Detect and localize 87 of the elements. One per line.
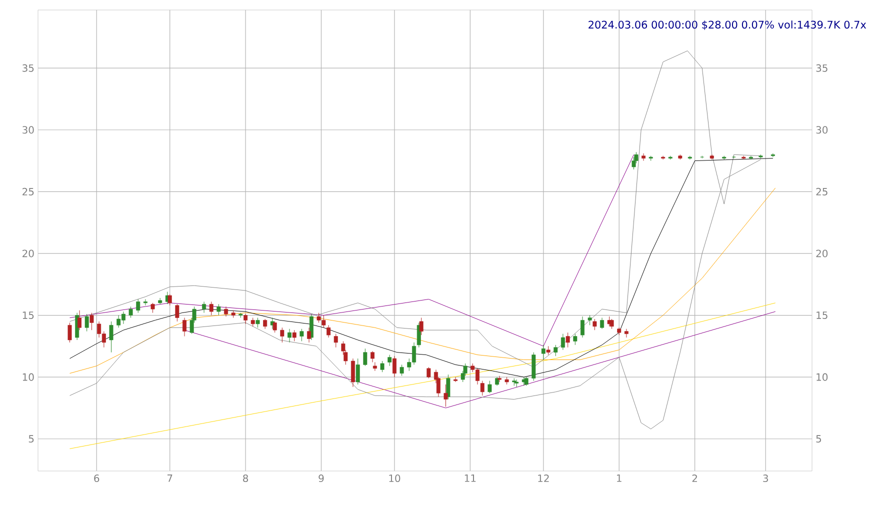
candlestick	[566, 332, 570, 348]
candlestick	[175, 304, 180, 322]
candlestick	[560, 334, 565, 350]
candlestick	[446, 374, 450, 400]
candlestick	[263, 318, 268, 330]
x-tick-label: 9	[318, 474, 324, 482]
y-tick-label: 30	[22, 126, 34, 134]
y2-tick-label: 15	[816, 312, 828, 319]
candlestick	[280, 327, 284, 343]
candlestick	[78, 310, 82, 330]
candlestick	[90, 312, 94, 330]
candlestick	[143, 298, 148, 306]
x-tick-label: 3	[763, 474, 768, 482]
candlestick	[454, 376, 458, 382]
candlestick	[770, 153, 775, 158]
candlestick	[392, 356, 396, 378]
y2-tick-label: 35	[816, 64, 828, 72]
candlestick	[256, 317, 260, 328]
candlestick	[84, 314, 89, 332]
candlestick	[350, 358, 355, 388]
candlestick	[307, 327, 312, 343]
candlestick	[136, 298, 140, 314]
candlestick	[426, 366, 431, 379]
x-tick-label: 12	[538, 474, 549, 482]
x-tick-label: 11	[464, 474, 476, 482]
line-series	[69, 158, 774, 378]
x-tick-label: 6	[94, 474, 100, 482]
candlestick	[244, 314, 248, 324]
candlestick	[400, 364, 404, 376]
line-series	[69, 302, 776, 450]
candlestick	[292, 330, 296, 342]
y-tick-label: 15	[22, 312, 34, 319]
candlestick	[209, 301, 214, 316]
candlestick	[363, 348, 368, 366]
candlestick	[580, 316, 584, 338]
candlestick	[488, 380, 492, 394]
candlestick	[532, 352, 536, 382]
y2-tick-label: 30	[816, 126, 828, 134]
x-tick-label: 2	[692, 474, 697, 482]
candlestick	[356, 358, 360, 385]
candlestick	[588, 315, 592, 326]
candlestick	[600, 317, 604, 330]
line-series	[69, 188, 776, 374]
candlestick	[216, 304, 221, 316]
candlestick	[202, 301, 206, 314]
candlestick	[642, 153, 646, 162]
candlestick	[68, 322, 72, 343]
candlestick	[128, 306, 133, 318]
candlestick	[610, 318, 614, 330]
candlestick	[168, 294, 172, 306]
candlestick	[370, 350, 374, 362]
candlestick	[419, 317, 424, 336]
candlestick	[554, 344, 558, 356]
candlestick	[182, 317, 186, 337]
candlestick	[388, 354, 392, 366]
candlestick	[224, 306, 228, 317]
y2-tick-label: 10	[816, 373, 828, 381]
candlestick	[288, 328, 292, 343]
x-tick-label: 1	[617, 474, 622, 482]
candlestick	[480, 380, 484, 396]
y-tick-label: 10	[22, 373, 34, 381]
candlestick	[380, 360, 384, 372]
candlestick	[309, 314, 314, 340]
candlestick	[334, 334, 338, 348]
text: 2024.03.06 00:00:00 $28.00 0.07% vol:1439.7K 0.7x	[588, 20, 866, 30]
y-tick-label: 25	[22, 188, 34, 196]
y-tick-label: 5	[28, 435, 34, 443]
candlestick	[150, 302, 155, 314]
y-tick-label: 35	[22, 64, 34, 72]
candlestick	[300, 328, 304, 342]
candlestick	[541, 344, 546, 360]
y2-tick-label: 5	[816, 435, 822, 443]
candlestick	[326, 324, 331, 338]
x-tick-label: 8	[243, 474, 248, 482]
y-tick-label: 20	[22, 250, 34, 258]
candlestick	[624, 328, 628, 338]
y2-tick-label: 20	[816, 250, 828, 258]
candlestick	[372, 362, 377, 372]
candlestick	[497, 376, 502, 382]
x-tick-label: 7	[167, 474, 172, 482]
y2-tick-label: 25	[816, 188, 828, 196]
candlestick	[109, 321, 114, 353]
x-tick-label: 10	[389, 474, 400, 482]
candlestick	[272, 321, 277, 333]
candlestick	[573, 334, 578, 346]
candlestick	[592, 318, 597, 330]
candlestick	[444, 384, 448, 407]
